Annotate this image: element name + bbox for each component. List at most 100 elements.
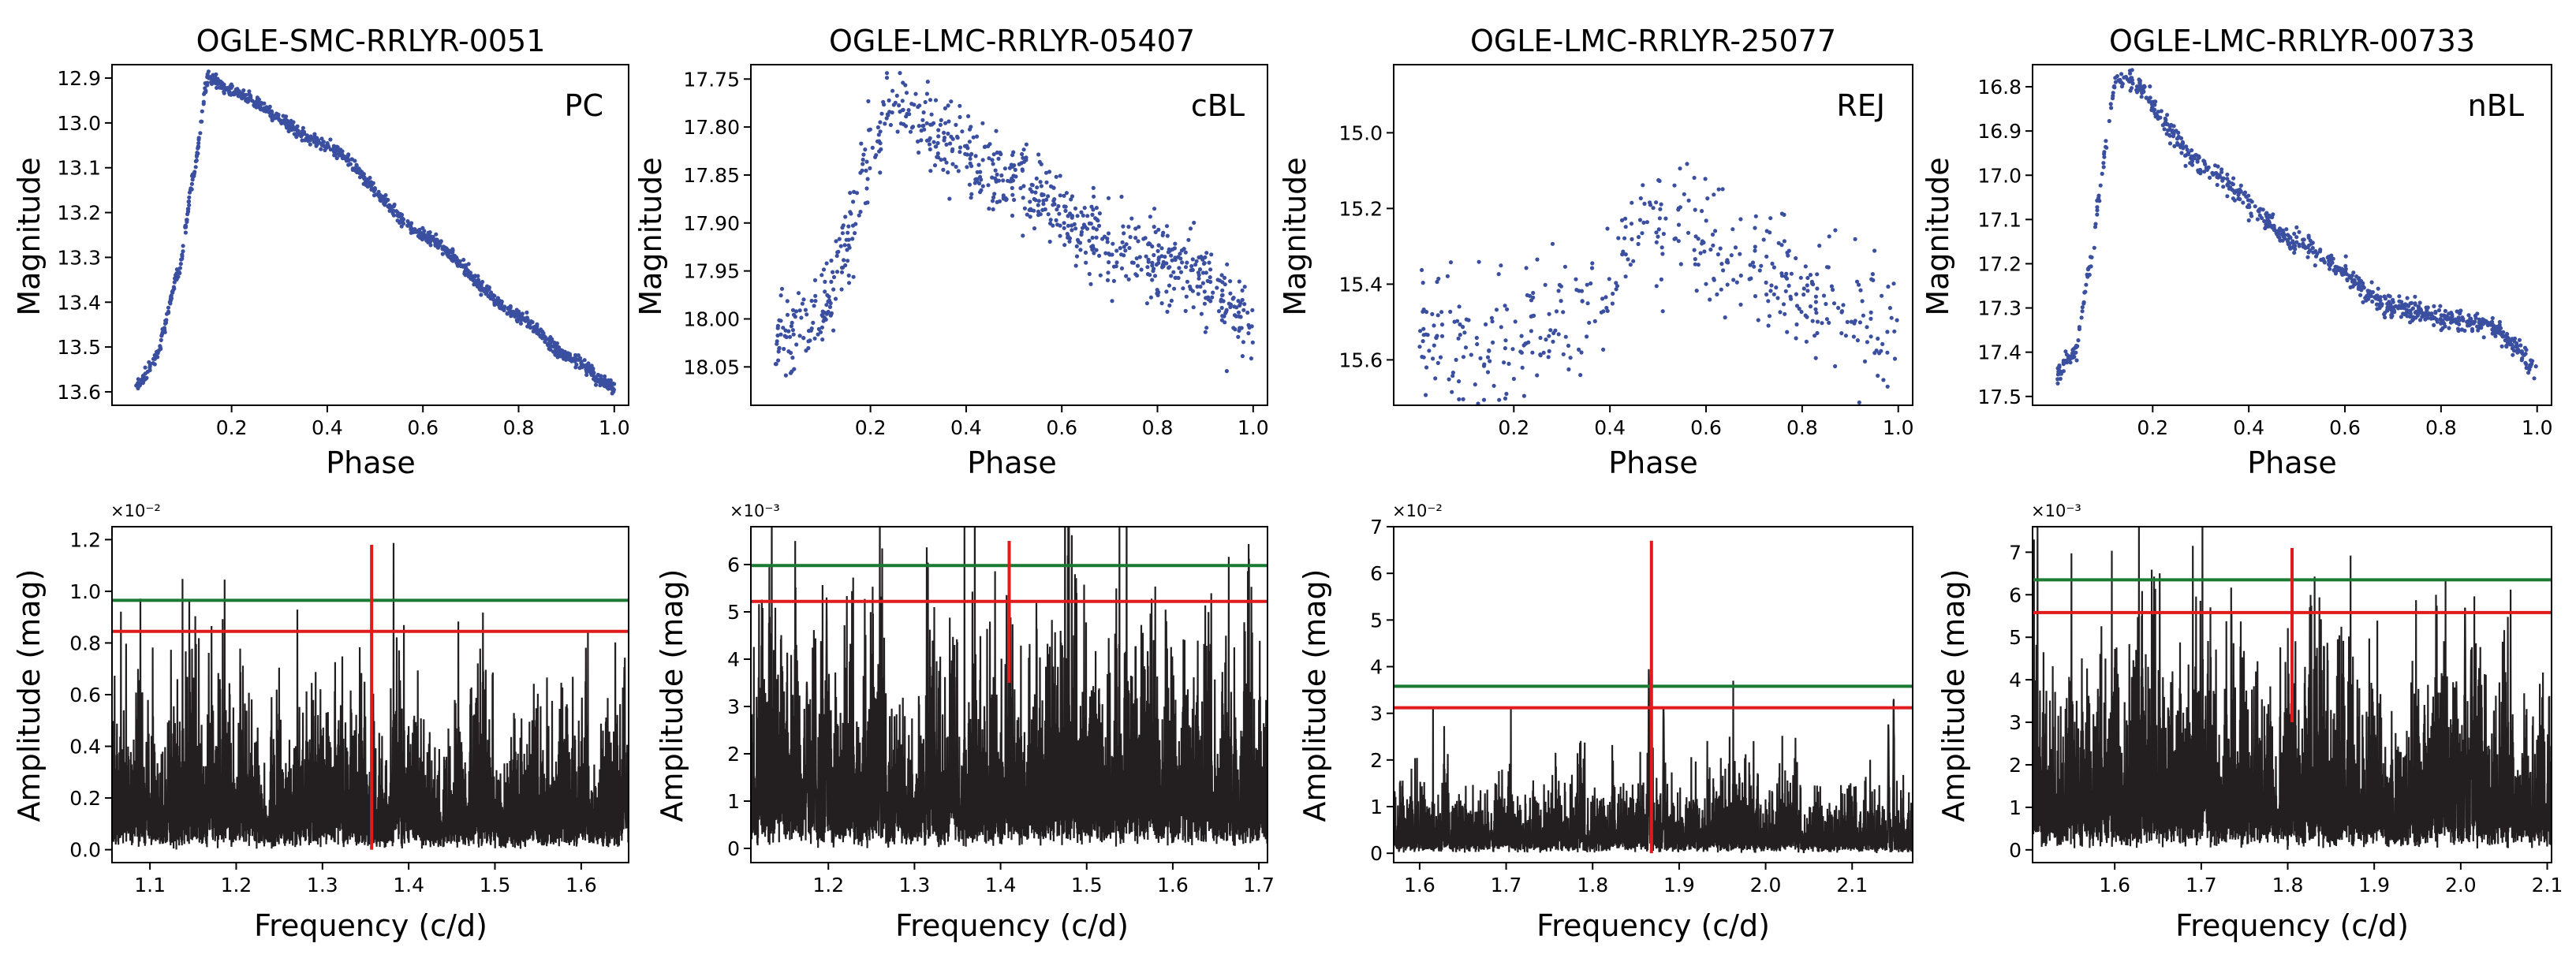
data-point [1628, 263, 1633, 267]
data-point [1220, 288, 1225, 293]
data-point [1771, 265, 1776, 270]
data-point [1827, 234, 1831, 239]
data-point [2365, 293, 2370, 298]
data-point [477, 280, 482, 285]
data-point [247, 89, 252, 94]
data-point [2443, 308, 2447, 313]
data-point [1616, 236, 1621, 240]
data-point [1055, 207, 1059, 212]
data-point [865, 177, 870, 181]
data-point [1767, 314, 1772, 319]
data-point [846, 224, 851, 229]
data-point [1705, 196, 1710, 201]
data-point [2139, 95, 2144, 99]
data-point [1231, 326, 1236, 330]
data-point [904, 91, 909, 95]
data-point [936, 128, 941, 132]
data-point [1021, 147, 1026, 152]
data-point [586, 366, 591, 371]
data-point [2369, 280, 2374, 285]
data-point [887, 98, 891, 103]
data-point [2263, 226, 2268, 231]
data-point [1642, 201, 1647, 206]
data-point [929, 112, 934, 117]
data-point [2264, 222, 2269, 226]
panel-2-pg [750, 526, 1268, 863]
data-point [2420, 311, 2425, 315]
data-point [1865, 340, 1869, 345]
data-point [1747, 277, 1752, 281]
panel-4-text: OGLE-LMC-RRLYR-00733 nBL Phase Magnitude… [1921, 24, 2524, 943]
data-point [1672, 183, 1677, 188]
data-point [264, 105, 269, 110]
data-point [1159, 246, 1164, 251]
data-point [2505, 332, 2510, 337]
data-point [1505, 307, 1510, 311]
data-point [348, 162, 353, 166]
data-point [797, 334, 802, 338]
data-point [1073, 206, 1078, 211]
data-point [2261, 207, 2265, 212]
data-point [2429, 316, 2433, 321]
data-point [1887, 306, 1892, 311]
data-point [2141, 90, 2145, 95]
data-point [1439, 322, 1445, 327]
data-point [1476, 401, 1480, 405]
panel-4-lc-ylabel: Magnitude [1921, 157, 1955, 315]
data-point [1454, 357, 1458, 362]
data-point [2238, 183, 2243, 188]
data-point [2179, 151, 2184, 155]
data-point [1877, 351, 1882, 356]
data-point [1784, 276, 1790, 281]
panel-4-pg-ytick-label-0: 0 [2009, 839, 2022, 862]
data-point [861, 157, 865, 162]
data-point [853, 231, 857, 236]
panel-1-pg-axes: 1.1 1.2 1.3 1.4 1.5 1.60.00.20.40.60.81.01.2 [69, 528, 597, 896]
data-point [1010, 192, 1015, 197]
data-point [1204, 326, 1209, 330]
data-point [803, 308, 808, 312]
data-point [288, 121, 293, 125]
data-point [991, 152, 996, 157]
data-point [143, 377, 147, 382]
panel-3-lc-frame [1393, 64, 1913, 406]
data-point [1491, 383, 1496, 388]
data-point [1197, 255, 1201, 260]
data-point [2109, 106, 2114, 110]
data-point [1070, 194, 1075, 199]
data-point [1012, 197, 1017, 203]
data-point [2297, 229, 2302, 234]
data-point [1696, 263, 1701, 267]
data-point [1091, 185, 1096, 190]
data-point [1464, 317, 1469, 322]
data-point [822, 310, 827, 315]
data-point [1152, 225, 1156, 229]
data-point [2396, 304, 2401, 309]
data-point [2102, 155, 2107, 159]
data-point [821, 267, 827, 272]
data-point [440, 252, 445, 256]
data-point [846, 230, 850, 235]
data-point [1043, 170, 1049, 175]
data-point [2518, 343, 2523, 348]
data-point [1421, 281, 1425, 285]
data-point [2101, 161, 2106, 166]
data-point [1463, 345, 1469, 350]
data-point [993, 168, 998, 173]
data-point [1198, 284, 1203, 289]
data-point [1693, 257, 1697, 262]
data-point [861, 152, 866, 157]
data-point [1156, 243, 1161, 248]
data-point [843, 214, 848, 219]
data-point [2520, 352, 2525, 356]
data-point [1562, 264, 1567, 269]
data-point [159, 334, 164, 338]
data-point [1788, 294, 1793, 299]
data-point [1022, 206, 1027, 211]
data-point [936, 134, 941, 139]
data-point [1114, 248, 1119, 253]
data-point [2517, 337, 2522, 342]
data-point [1733, 245, 1738, 250]
data-point [2328, 263, 2332, 268]
data-point [852, 189, 857, 194]
